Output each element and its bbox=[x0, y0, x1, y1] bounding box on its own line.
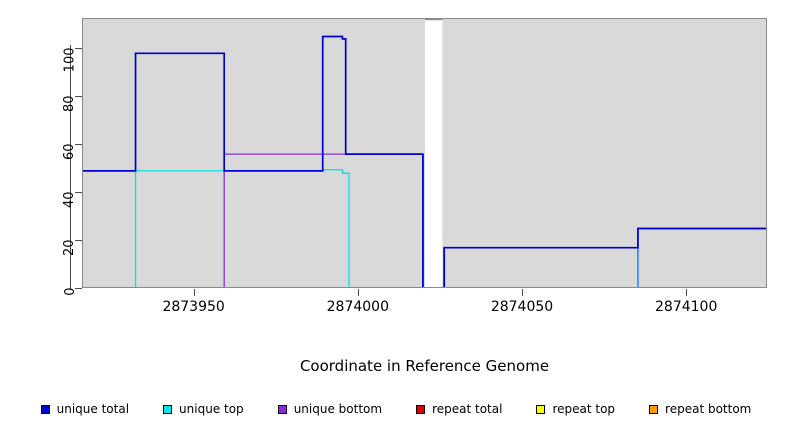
y-axis: 0 20 40 60 80 100 bbox=[62, 12, 82, 296]
series-unique-total-gap-edges bbox=[422, 154, 446, 287]
x-axis-tick-label: 2874000 bbox=[326, 299, 389, 315]
x-axis-tick bbox=[193, 289, 195, 296]
y-axis-tick-label: 20 bbox=[62, 239, 78, 256]
legend-item-label: unique bottom bbox=[293, 402, 383, 416]
legend-swatch-icon bbox=[536, 404, 546, 414]
legend-item[interactable]: repeat total bbox=[416, 402, 502, 416]
y-axis-tick-label: 100 bbox=[62, 47, 78, 72]
x-axis-tick-label: 2873950 bbox=[162, 299, 225, 315]
y-axis-title-wrapper: Read Coverage Depth bbox=[6, 18, 42, 288]
y-axis-tick bbox=[75, 143, 82, 145]
legend-item-label: repeat total bbox=[432, 402, 503, 416]
y-axis-title: Read Coverage Depth bbox=[6, 0, 42, 54]
series-unique-bottom bbox=[223, 153, 423, 287]
y-axis-tick-label: 80 bbox=[62, 95, 78, 112]
x-axis-tick bbox=[522, 289, 523, 296]
legend-item-label: unique total bbox=[56, 402, 130, 416]
legend-item-label: repeat top bbox=[552, 402, 616, 416]
y-axis-tick bbox=[75, 95, 82, 97]
gap-top-border bbox=[425, 19, 443, 21]
legend-item[interactable]: unique top bbox=[163, 402, 244, 416]
legend-item-label: unique top bbox=[179, 402, 244, 416]
plot-svg bbox=[83, 19, 766, 287]
legend-swatch-icon bbox=[416, 404, 426, 414]
x-axis-tick bbox=[357, 289, 359, 296]
chart-legend: unique total unique top unique bottom repea… bbox=[0, 398, 792, 420]
y-axis-line bbox=[70, 45, 71, 290]
plot-area bbox=[82, 18, 767, 288]
legend-item[interactable]: repeat bottom bbox=[649, 402, 751, 416]
y-axis-tick bbox=[75, 287, 82, 289]
legend-item[interactable]: repeat top bbox=[536, 402, 615, 416]
legend-swatch-icon bbox=[40, 404, 50, 414]
y-axis-tick bbox=[75, 239, 82, 241]
legend-item-label: repeat bottom bbox=[665, 402, 752, 416]
series-unique-top bbox=[134, 169, 350, 287]
series-unique-top-right bbox=[637, 227, 766, 287]
legend-swatch-icon bbox=[277, 404, 287, 414]
series-unique-bottom-right bbox=[443, 247, 639, 287]
legend-item[interactable]: unique total bbox=[40, 402, 130, 416]
x-axis-tick-label: 2874100 bbox=[655, 299, 718, 315]
legend-item[interactable]: unique bottom bbox=[277, 402, 383, 416]
y-axis-tick bbox=[75, 191, 82, 193]
legend-swatch-icon bbox=[163, 404, 173, 414]
coverage-gap-region bbox=[425, 19, 443, 287]
y-axis-tick bbox=[75, 47, 82, 49]
legend-swatch-icon bbox=[649, 404, 659, 414]
x-axis-tick-label: 2874050 bbox=[490, 299, 554, 315]
x-axis-tick bbox=[686, 289, 688, 296]
x-axis-title: Coordinate in Reference Genome bbox=[299, 357, 550, 375]
y-axis-tick-label: 60 bbox=[62, 143, 78, 160]
y-axis-tick-label: 0 bbox=[62, 287, 78, 296]
series-unique-total bbox=[83, 35, 766, 287]
x-axis: 2873950 2874000 2874050 2874100 bbox=[82, 289, 768, 329]
y-axis-tick-label: 40 bbox=[62, 191, 78, 208]
